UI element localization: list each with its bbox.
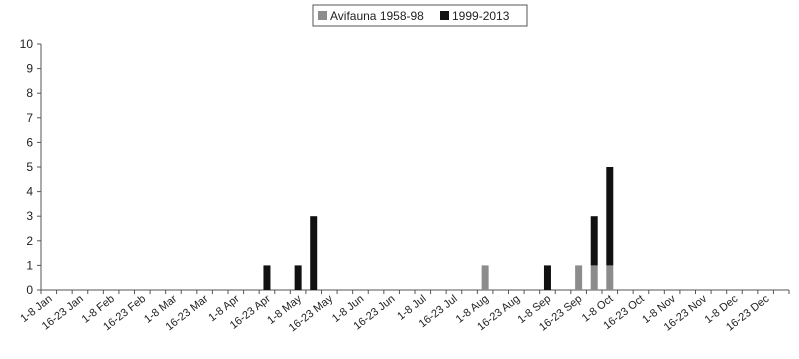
bar-1999-2013 bbox=[294, 265, 302, 290]
y-tick-label: 2 bbox=[26, 234, 33, 248]
legend-frame bbox=[312, 4, 528, 27]
y-tick-labels: 0 1 2 3 4 5 6 7 8 9 10 bbox=[20, 37, 34, 297]
bar-avifauna bbox=[575, 265, 583, 290]
y-tick-label: 1 bbox=[26, 258, 33, 272]
legend-label-avifauna: Avifauna 1958-98 bbox=[330, 9, 424, 23]
y-tick-label: 5 bbox=[26, 160, 33, 174]
y-tick-label: 7 bbox=[26, 111, 33, 125]
legend-swatch-recent bbox=[440, 11, 449, 20]
legend-swatch-avifauna bbox=[318, 11, 327, 20]
bar-avifauna bbox=[481, 265, 489, 290]
y-tick-label: 9 bbox=[26, 62, 33, 76]
bars bbox=[263, 167, 614, 290]
bar-1999-2013 bbox=[263, 265, 271, 290]
bar-1999-2013 bbox=[310, 216, 318, 290]
bar-avifauna bbox=[606, 265, 614, 290]
axes bbox=[37, 43, 790, 294]
legend-label-recent: 1999-2013 bbox=[452, 9, 510, 23]
y-tick-label: 10 bbox=[20, 37, 34, 51]
bar-1999-2013 bbox=[543, 265, 551, 290]
legend: Avifauna 1958-98 1999-2013 bbox=[312, 4, 528, 27]
bar-1999-2013 bbox=[606, 167, 614, 266]
y-tick-label: 0 bbox=[26, 283, 33, 297]
bar-avifauna bbox=[590, 265, 598, 290]
y-tick-label: 4 bbox=[26, 185, 33, 199]
y-tick-label: 6 bbox=[26, 135, 33, 149]
y-tick-label: 3 bbox=[26, 209, 33, 223]
y-tick-label: 8 bbox=[26, 86, 33, 100]
bar-1999-2013 bbox=[590, 216, 598, 266]
